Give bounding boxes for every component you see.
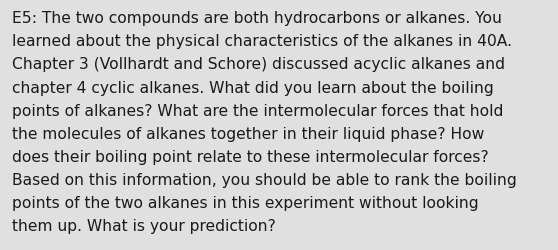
Text: does their boiling point relate to these intermolecular forces?: does their boiling point relate to these…	[12, 149, 489, 164]
Text: the molecules of alkanes together in their liquid phase? How: the molecules of alkanes together in the…	[12, 126, 484, 141]
Text: them up. What is your prediction?: them up. What is your prediction?	[12, 218, 276, 233]
Text: points of alkanes? What are the intermolecular forces that hold: points of alkanes? What are the intermol…	[12, 103, 504, 118]
Text: learned about the physical characteristics of the alkanes in 40A.: learned about the physical characteristi…	[12, 34, 512, 49]
Text: E5: The two compounds are both hydrocarbons or alkanes. You: E5: The two compounds are both hydrocarb…	[12, 11, 502, 26]
Text: chapter 4 cyclic alkanes. What did you learn about the boiling: chapter 4 cyclic alkanes. What did you l…	[12, 80, 494, 95]
Text: points of the two alkanes in this experiment without looking: points of the two alkanes in this experi…	[12, 195, 479, 210]
Text: Based on this information, you should be able to rank the boiling: Based on this information, you should be…	[12, 172, 517, 187]
Text: Chapter 3 (Vollhardt and Schore) discussed acyclic alkanes and: Chapter 3 (Vollhardt and Schore) discuss…	[12, 57, 506, 72]
